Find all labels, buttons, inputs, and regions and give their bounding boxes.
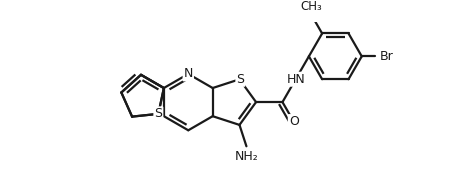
Text: N: N [184,67,193,80]
Text: CH₃: CH₃ [301,0,322,13]
Text: O: O [289,115,299,128]
Text: S: S [154,107,162,120]
Text: HN: HN [286,73,305,86]
Text: S: S [236,73,245,86]
Text: Br: Br [379,50,393,63]
Text: NH₂: NH₂ [234,150,258,163]
